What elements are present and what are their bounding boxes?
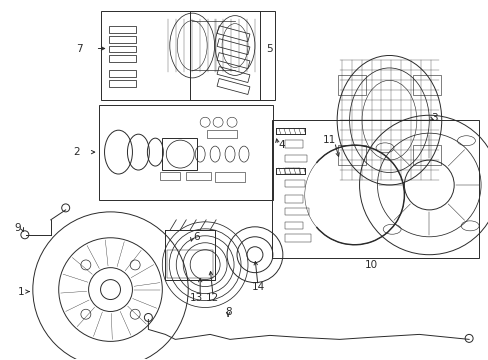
Bar — [337, 75, 365, 95]
Bar — [99, 105, 272, 200]
Bar — [217, 39, 249, 55]
Text: 4: 4 — [278, 140, 285, 150]
Bar — [160, 172, 180, 180]
Bar — [108, 45, 136, 53]
Bar — [167, 250, 213, 278]
Bar — [186, 172, 211, 180]
Text: 12: 12 — [205, 293, 218, 302]
Text: 6: 6 — [193, 232, 200, 242]
Text: 8: 8 — [224, 307, 231, 318]
Bar — [271, 120, 478, 258]
Text: 10: 10 — [364, 260, 377, 270]
Bar — [190, 11, 260, 100]
Bar — [207, 130, 237, 138]
Bar — [412, 145, 440, 165]
Bar — [285, 180, 304, 187]
Bar — [217, 78, 249, 94]
Bar — [108, 55, 136, 62]
Bar — [285, 208, 308, 215]
Bar — [285, 234, 310, 242]
Bar — [217, 53, 249, 68]
Text: 13: 13 — [189, 293, 203, 302]
Bar — [285, 140, 302, 148]
Bar — [101, 11, 274, 100]
Text: 2: 2 — [73, 147, 80, 157]
Bar — [285, 222, 302, 229]
Bar — [217, 67, 249, 82]
Bar — [162, 138, 197, 170]
Bar — [285, 155, 306, 162]
Bar — [217, 26, 249, 42]
Text: 9: 9 — [14, 223, 21, 233]
Text: 11: 11 — [323, 135, 336, 145]
Bar — [108, 36, 136, 42]
Bar — [412, 75, 440, 95]
Bar — [285, 195, 302, 203]
Bar — [337, 145, 365, 165]
Text: 1: 1 — [18, 287, 25, 297]
Text: 14: 14 — [251, 282, 264, 292]
Text: 5: 5 — [265, 44, 272, 54]
Bar — [108, 80, 136, 87]
Text: 7: 7 — [76, 44, 82, 54]
Text: 3: 3 — [430, 113, 437, 123]
Bar — [108, 71, 136, 77]
Bar — [108, 26, 136, 32]
Bar — [285, 168, 299, 174]
Bar — [215, 172, 244, 182]
